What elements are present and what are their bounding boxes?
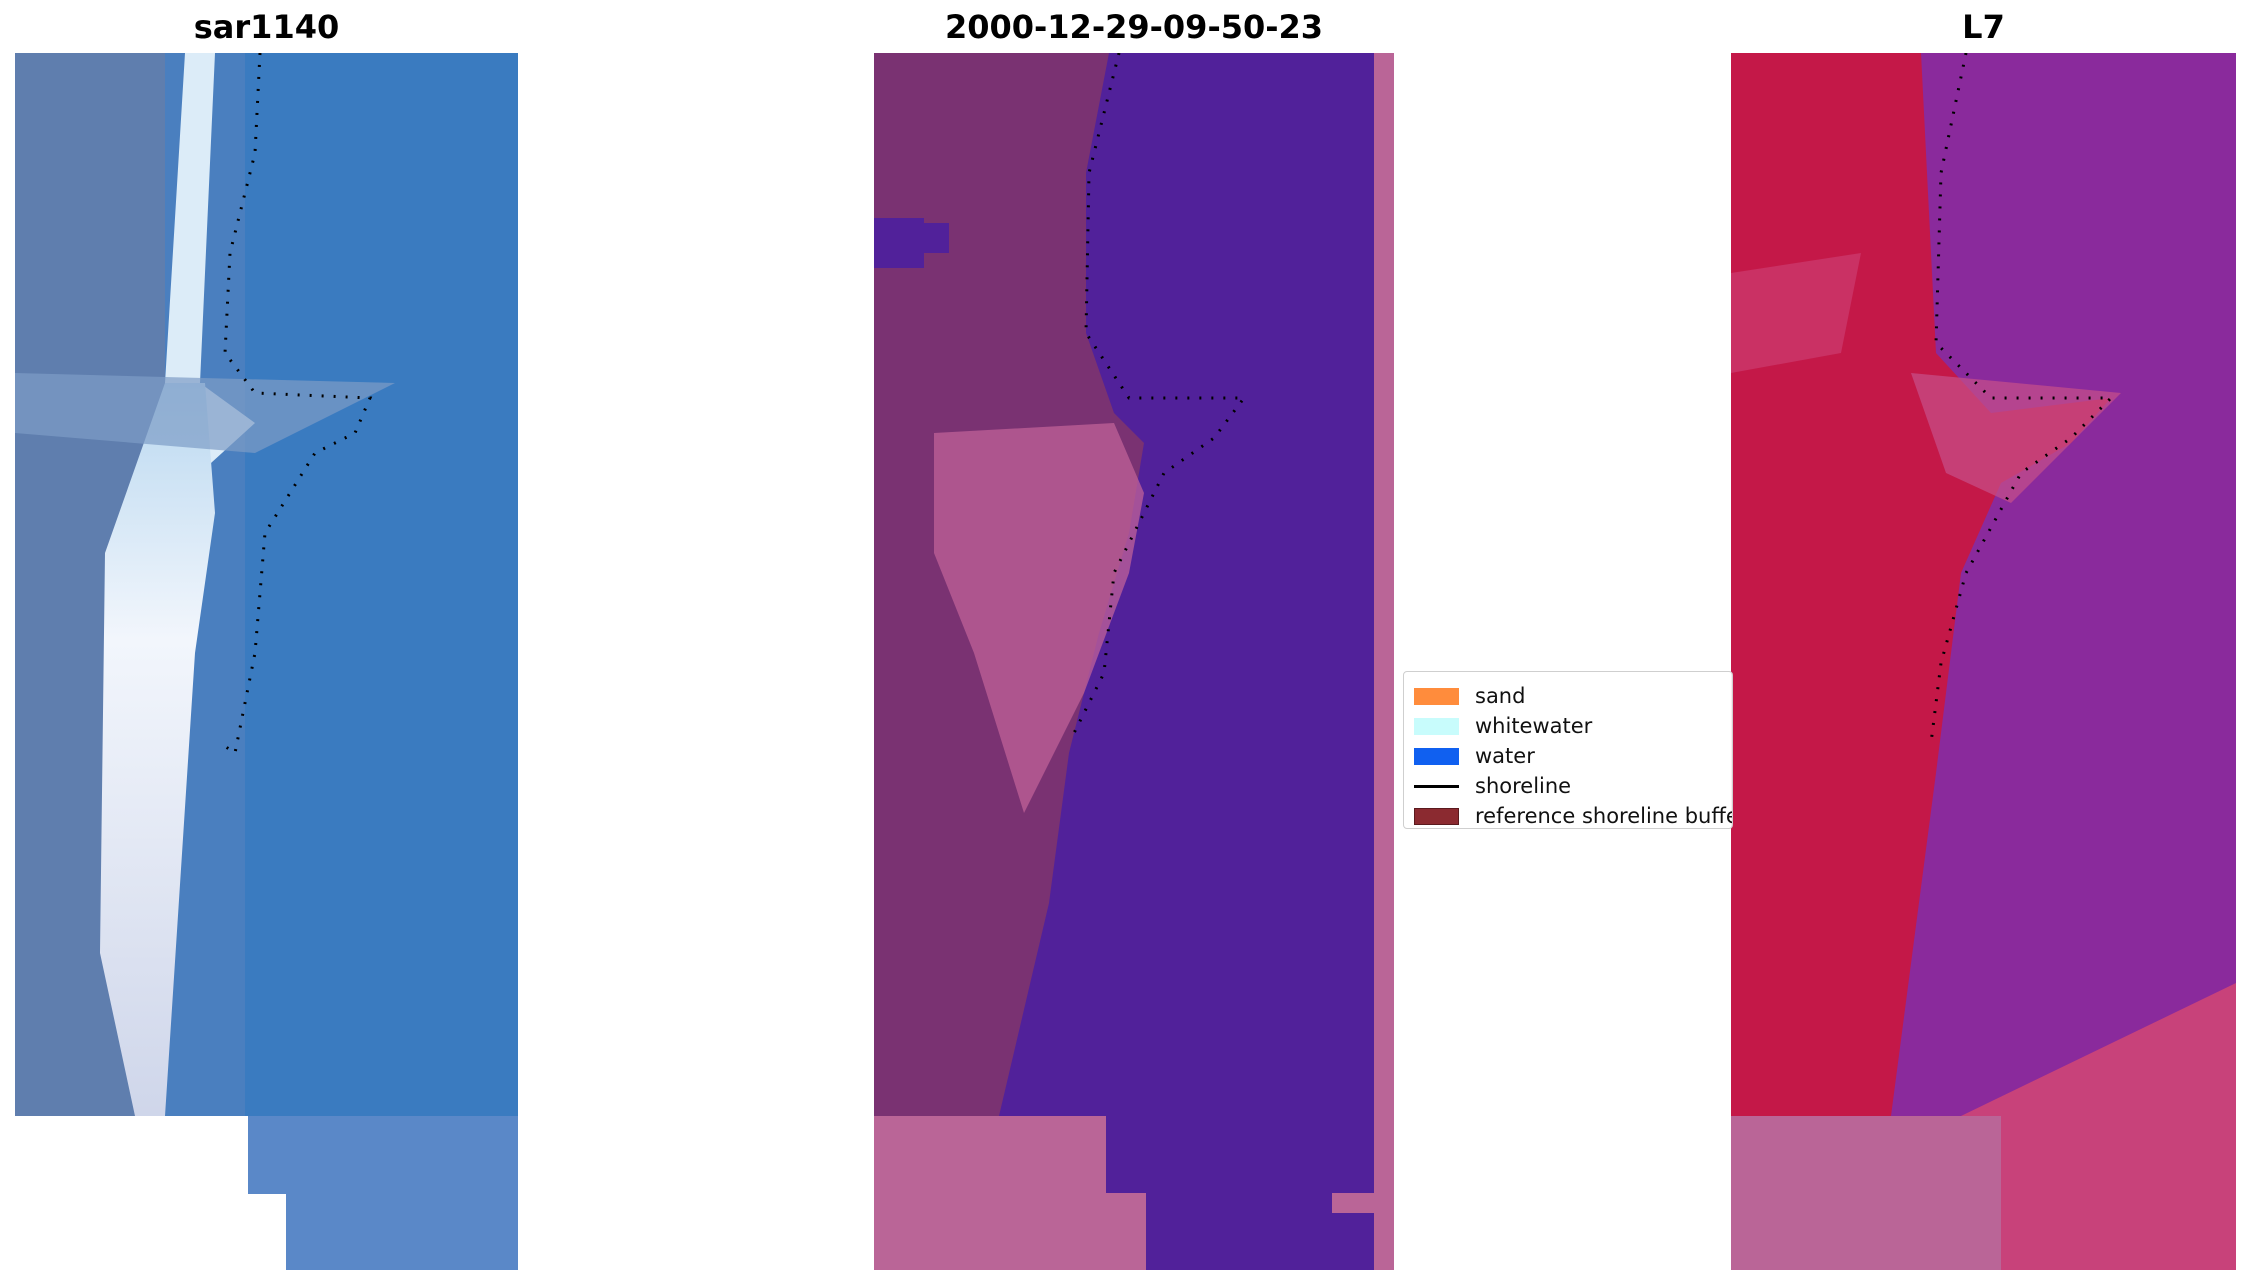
legend-item-shoreline: shoreline [1414, 771, 1571, 801]
legend-label: reference shoreline buffer [1475, 804, 1733, 828]
legend-label: sand [1475, 684, 1526, 708]
water-swatch [1414, 747, 1459, 765]
rgb-image [15, 53, 518, 1270]
classification-image [874, 53, 1394, 1270]
sand-swatch [1414, 687, 1459, 705]
shoreline-trace [1929, 53, 2115, 744]
legend-item-water: water [1414, 741, 1535, 771]
panel-title-rgb: sar1140 [193, 8, 340, 46]
rgb-image-panel [15, 53, 518, 1270]
legend: sand whitewater water shoreline referenc… [1403, 671, 1733, 829]
legend-item-reference-buffer: reference shoreline buffer [1414, 801, 1733, 828]
legend-label: shoreline [1475, 774, 1572, 798]
classification-panel [874, 53, 1394, 1270]
panel-title-l7: L7 [1962, 8, 2005, 46]
l7-image [1731, 53, 2236, 1270]
reference-buffer-swatch [1414, 807, 1459, 825]
panel-title-classification: 2000-12-29-09-50-23 [944, 8, 1324, 46]
legend-item-sand: sand [1414, 681, 1525, 711]
whitewater-swatch [1414, 717, 1459, 735]
l7-image-panel [1731, 53, 2236, 1270]
shoreline-line-sample [1414, 784, 1459, 788]
legend-label: water [1475, 744, 1535, 768]
legend-item-whitewater: whitewater [1414, 711, 1592, 741]
legend-label: whitewater [1475, 714, 1593, 738]
